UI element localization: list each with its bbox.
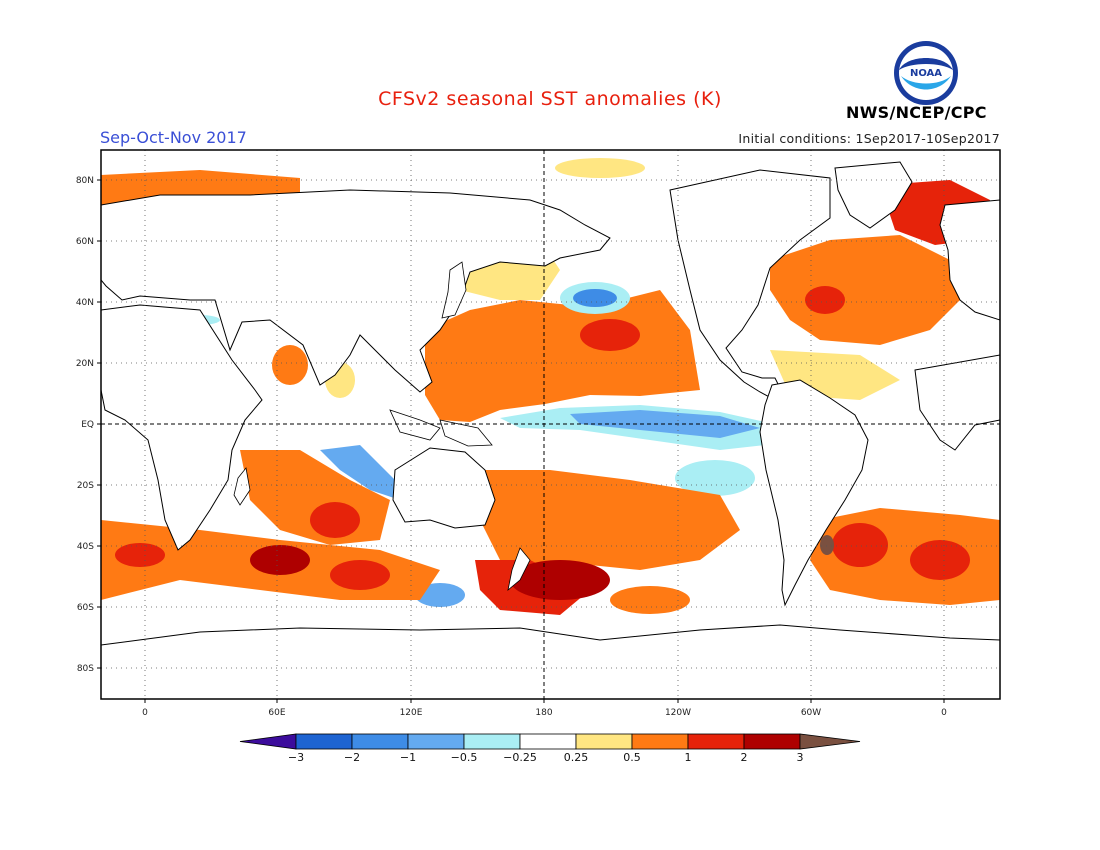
- initial-conditions-label: Initial conditions: 1Sep2017-10Sep2017: [738, 131, 1000, 146]
- colorbar-swatch: [463, 733, 521, 750]
- colorbar-label: −2: [344, 751, 360, 764]
- anomaly-patch: [470, 470, 740, 575]
- anomaly-patch: [555, 158, 645, 178]
- anomaly-patch: [570, 410, 760, 438]
- lat-tick-label: 60N: [76, 237, 94, 247]
- colorbar-label: 3: [797, 751, 804, 764]
- anomaly-patch: [910, 540, 970, 580]
- lat-tick-label: EQ: [81, 420, 94, 430]
- anomaly-patch: [415, 583, 465, 607]
- agency-label: NWS/NCEP/CPC: [846, 103, 987, 122]
- anomaly-patch: [330, 560, 390, 590]
- colorbar-label: 0.25: [564, 751, 589, 764]
- lon-tick-label: 0: [142, 708, 148, 718]
- colorbar-swatch: [687, 733, 745, 750]
- colorbar-label: −1: [400, 751, 416, 764]
- lat-tick-label: 60S: [77, 603, 94, 613]
- anomaly-patch: [675, 460, 755, 496]
- anomaly-patch: [115, 543, 165, 567]
- anomaly-patch: [250, 545, 310, 575]
- latitude-axis: 80N 60N 40N 20N EQ 20S 40S 60S 80S: [76, 176, 101, 674]
- lon-tick-label: 120E: [400, 708, 423, 718]
- longitude-axis: 0 60E 120E 180 120W 60W 0: [142, 699, 947, 718]
- anomaly-patch: [832, 523, 888, 567]
- colorbar-label: 2: [741, 751, 748, 764]
- anomaly-patch: [320, 445, 400, 500]
- anomaly-patch: [805, 286, 845, 314]
- colorbar-arrow-low: [239, 733, 297, 750]
- colorbar-swatch: [575, 733, 633, 750]
- colorbar-swatch: [631, 733, 689, 750]
- colorbar-label: 0.5: [623, 751, 641, 764]
- colorbar-legend: −3 −2 −1 −0.5 −0.25 0.25 0.5 1 2 3: [239, 733, 861, 764]
- lon-tick-label: 180: [535, 708, 552, 718]
- anomaly-patch: [580, 319, 640, 351]
- colorbar-label: 1: [685, 751, 692, 764]
- lon-tick-label: 60W: [801, 708, 821, 718]
- colorbar-label: −3: [288, 751, 304, 764]
- anomaly-patch: [272, 345, 308, 385]
- lat-tick-label: 80S: [77, 664, 94, 674]
- colorbar-label: −0.25: [503, 751, 537, 764]
- lon-tick-label: 60E: [268, 708, 285, 718]
- anomaly-patch: [610, 586, 690, 614]
- lat-tick-label: 40N: [76, 298, 94, 308]
- lon-tick-label: 0: [941, 708, 947, 718]
- colorbar-swatch: [351, 733, 409, 750]
- colorbar-label: −0.5: [451, 751, 478, 764]
- chart-title: CFSv2 seasonal SST anomalies (K): [378, 88, 722, 110]
- anomaly-patch: [510, 560, 610, 600]
- colorbar-arrow-high: [799, 733, 861, 750]
- logo-text: NOAA: [910, 68, 942, 79]
- lat-tick-label: 40S: [77, 542, 94, 552]
- anomaly-patch: [573, 289, 617, 307]
- colorbar-swatch: [743, 733, 801, 750]
- lon-tick-label: 120W: [665, 708, 691, 718]
- map-field: [101, 150, 1000, 699]
- lat-tick-label: 20S: [77, 481, 94, 491]
- anomaly-patch: [770, 235, 960, 345]
- season-label: Sep-Oct-Nov 2017: [100, 128, 247, 147]
- colorbar-swatch: [519, 733, 577, 750]
- anomaly-patch: [310, 502, 360, 538]
- noaa-logo-icon: NOAA: [894, 41, 958, 105]
- land-masses: [101, 161, 1000, 699]
- anomaly-patch: [820, 535, 834, 555]
- colorbar-swatch: [295, 733, 353, 750]
- colorbar-swatch: [407, 733, 465, 750]
- lat-tick-label: 80N: [76, 176, 94, 186]
- lat-tick-label: 20N: [76, 359, 94, 369]
- anomaly-patch: [425, 290, 700, 422]
